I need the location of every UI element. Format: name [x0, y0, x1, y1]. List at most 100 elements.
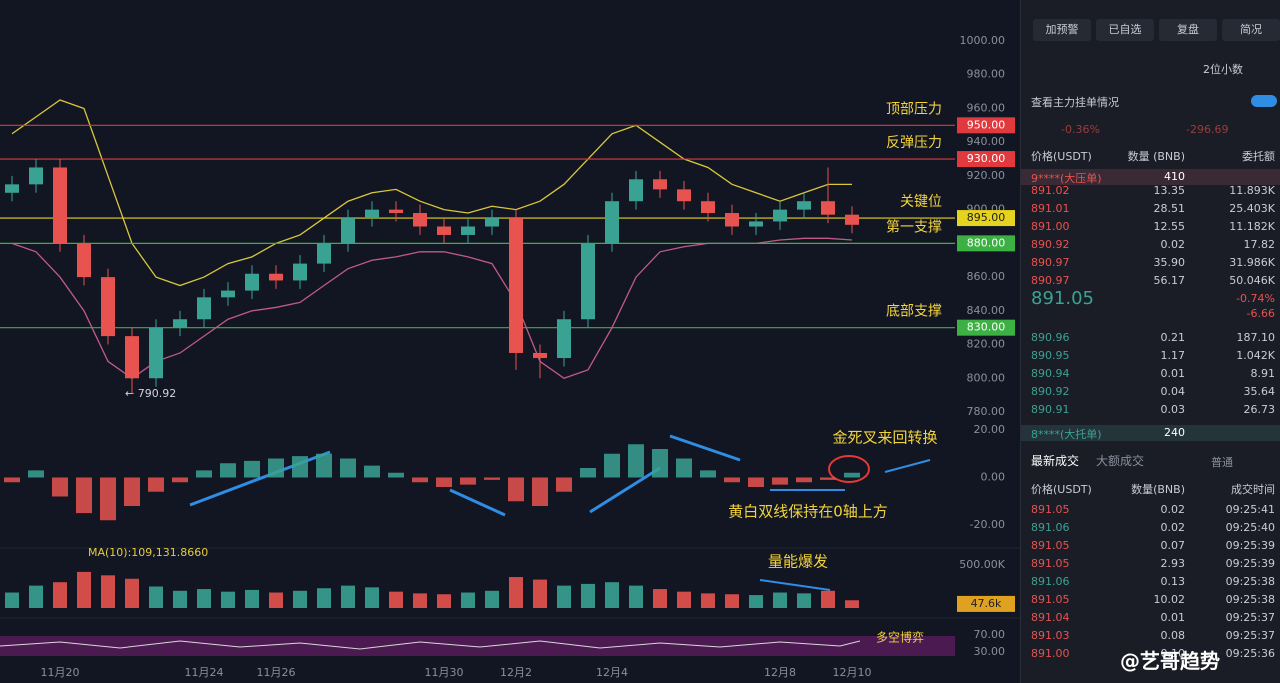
- change: -296.69: [1186, 123, 1229, 136]
- bid-cell: 1.17: [1160, 349, 1186, 362]
- ask-cell: 11.893K: [1229, 184, 1275, 197]
- trade-cell: 0.02: [1160, 521, 1186, 534]
- trade-cell: 09:25:38: [1225, 593, 1275, 606]
- toolbar-button[interactable]: 已自选: [1096, 19, 1154, 41]
- volume-bar: [221, 591, 235, 608]
- ask-cell: 891.01: [1031, 202, 1070, 215]
- trade-cell: 891.05: [1031, 557, 1070, 570]
- bid-cell: 0.21: [1160, 331, 1186, 344]
- trade-header: 数量(BNB): [1131, 483, 1185, 496]
- macd-bar: [364, 465, 380, 478]
- volume-bar: [701, 593, 715, 608]
- toggle[interactable]: [1251, 95, 1277, 107]
- bid-cell: 0.03: [1160, 403, 1186, 416]
- toolbar-button[interactable]: 简况: [1222, 19, 1280, 41]
- level-name: 第一支撑: [886, 218, 942, 235]
- trade-cell: 09:25:37: [1225, 629, 1275, 642]
- toolbar-button[interactable]: 复盘: [1159, 19, 1217, 41]
- price-tag: [957, 210, 1015, 227]
- candle-body: [821, 201, 835, 215]
- x-tick-label: 12月2: [500, 666, 532, 679]
- trade-header: 价格(USDT): [1031, 483, 1092, 496]
- candle-body: [605, 201, 619, 244]
- bid-cell: 890.95: [1031, 349, 1070, 362]
- trade-cell: 0.07: [1160, 539, 1186, 552]
- bid-cell: 890.91: [1031, 403, 1070, 416]
- annotation: 金死叉来回转换: [832, 429, 937, 447]
- bid-cell: 35.64: [1243, 385, 1276, 398]
- volume-bar: [293, 590, 307, 608]
- candle-body: [221, 290, 235, 298]
- x-tick-label: 12月4: [596, 666, 628, 679]
- volume-bar: [269, 592, 283, 608]
- highlight-circle: [828, 455, 870, 483]
- osc-line: [0, 640, 861, 650]
- trade-cell: 891.03: [1031, 629, 1070, 642]
- volume-bar: [605, 582, 619, 608]
- macd-bar: [172, 477, 188, 483]
- trade-cell: 09:25:39: [1225, 557, 1275, 570]
- ask-cell: 890.97: [1031, 256, 1070, 269]
- candle-body: [461, 226, 475, 235]
- trade-cell: 2.93: [1160, 557, 1186, 570]
- low-marker: ← 790.92: [125, 387, 176, 400]
- candle-body: [5, 184, 19, 193]
- volume-bar: [5, 592, 19, 608]
- depth-header: 数量 (BNB): [1127, 150, 1185, 163]
- macd-bar: [484, 477, 500, 480]
- arrow: [589, 466, 661, 514]
- trade-tab[interactable]: 大额成交: [1096, 454, 1145, 468]
- annotation: 量能爆发: [768, 553, 828, 571]
- volume-bar: [101, 575, 115, 608]
- trade-cell: 09:25:36: [1225, 647, 1275, 660]
- ask-cell: 31.986K: [1229, 256, 1275, 269]
- toolbar-button[interactable]: 加预警: [1033, 19, 1091, 41]
- y-tick-label: 780.00: [967, 405, 1006, 418]
- volume-bar: [29, 585, 43, 608]
- trade-tab[interactable]: 最新成交: [1031, 454, 1080, 468]
- macd-bar: [460, 477, 476, 485]
- y-tick-label: 1000.00: [960, 34, 1006, 47]
- volume-bar: [125, 578, 139, 608]
- y-tick-label: 920.00: [967, 169, 1006, 182]
- bid-cell: 8.91: [1250, 367, 1276, 380]
- osc-tick-label: 70.00: [974, 628, 1006, 641]
- ask-cell: 891.00: [1031, 220, 1070, 233]
- bid-cell: 0.04: [1160, 385, 1186, 398]
- price-tag: [957, 151, 1015, 168]
- macd-bar: [28, 470, 44, 478]
- volume-bar: [485, 590, 499, 608]
- volume-bar: [797, 593, 811, 608]
- mid-chg: -6.66: [1246, 307, 1275, 320]
- mid-pct: -0.74%: [1236, 292, 1275, 305]
- trade-cell: 0.10: [1160, 647, 1186, 660]
- volume-bar: [461, 592, 475, 608]
- volume-bar: [749, 595, 763, 608]
- depth-header: 价格(USDT): [1031, 150, 1092, 163]
- y-tick-label: 800.00: [967, 371, 1006, 384]
- macd-bar: [844, 472, 860, 478]
- level-name: 顶部压力: [886, 101, 942, 117]
- ask-cell: 11.182K: [1229, 220, 1275, 233]
- bid-cell: 187.10: [1236, 331, 1276, 344]
- macd-bar: [52, 477, 68, 497]
- big-bid-label: 8****(大托单): [1031, 428, 1102, 441]
- macd-bar: [556, 477, 572, 492]
- trade-cell: 0.02: [1160, 503, 1186, 516]
- annotation: 黄白双线保持在0轴上方: [728, 503, 888, 521]
- big-ask-qty: 410: [1164, 170, 1185, 183]
- volume-bar: [437, 594, 451, 608]
- volume-bar: [629, 585, 643, 608]
- candle-body: [749, 221, 763, 227]
- decimals: 2位小数: [1203, 63, 1243, 76]
- macd-bar: [244, 460, 260, 478]
- macd-bar: [820, 477, 836, 480]
- candle-body: [653, 179, 667, 190]
- osc-band: [0, 636, 955, 656]
- trade-cell: 891.05: [1031, 539, 1070, 552]
- y-tick-label: 980.00: [967, 68, 1006, 81]
- macd-bar: [388, 472, 404, 478]
- macd-tick-label: -20.00: [970, 518, 1005, 531]
- price-tag: [957, 117, 1015, 134]
- volume-bar: [821, 590, 835, 608]
